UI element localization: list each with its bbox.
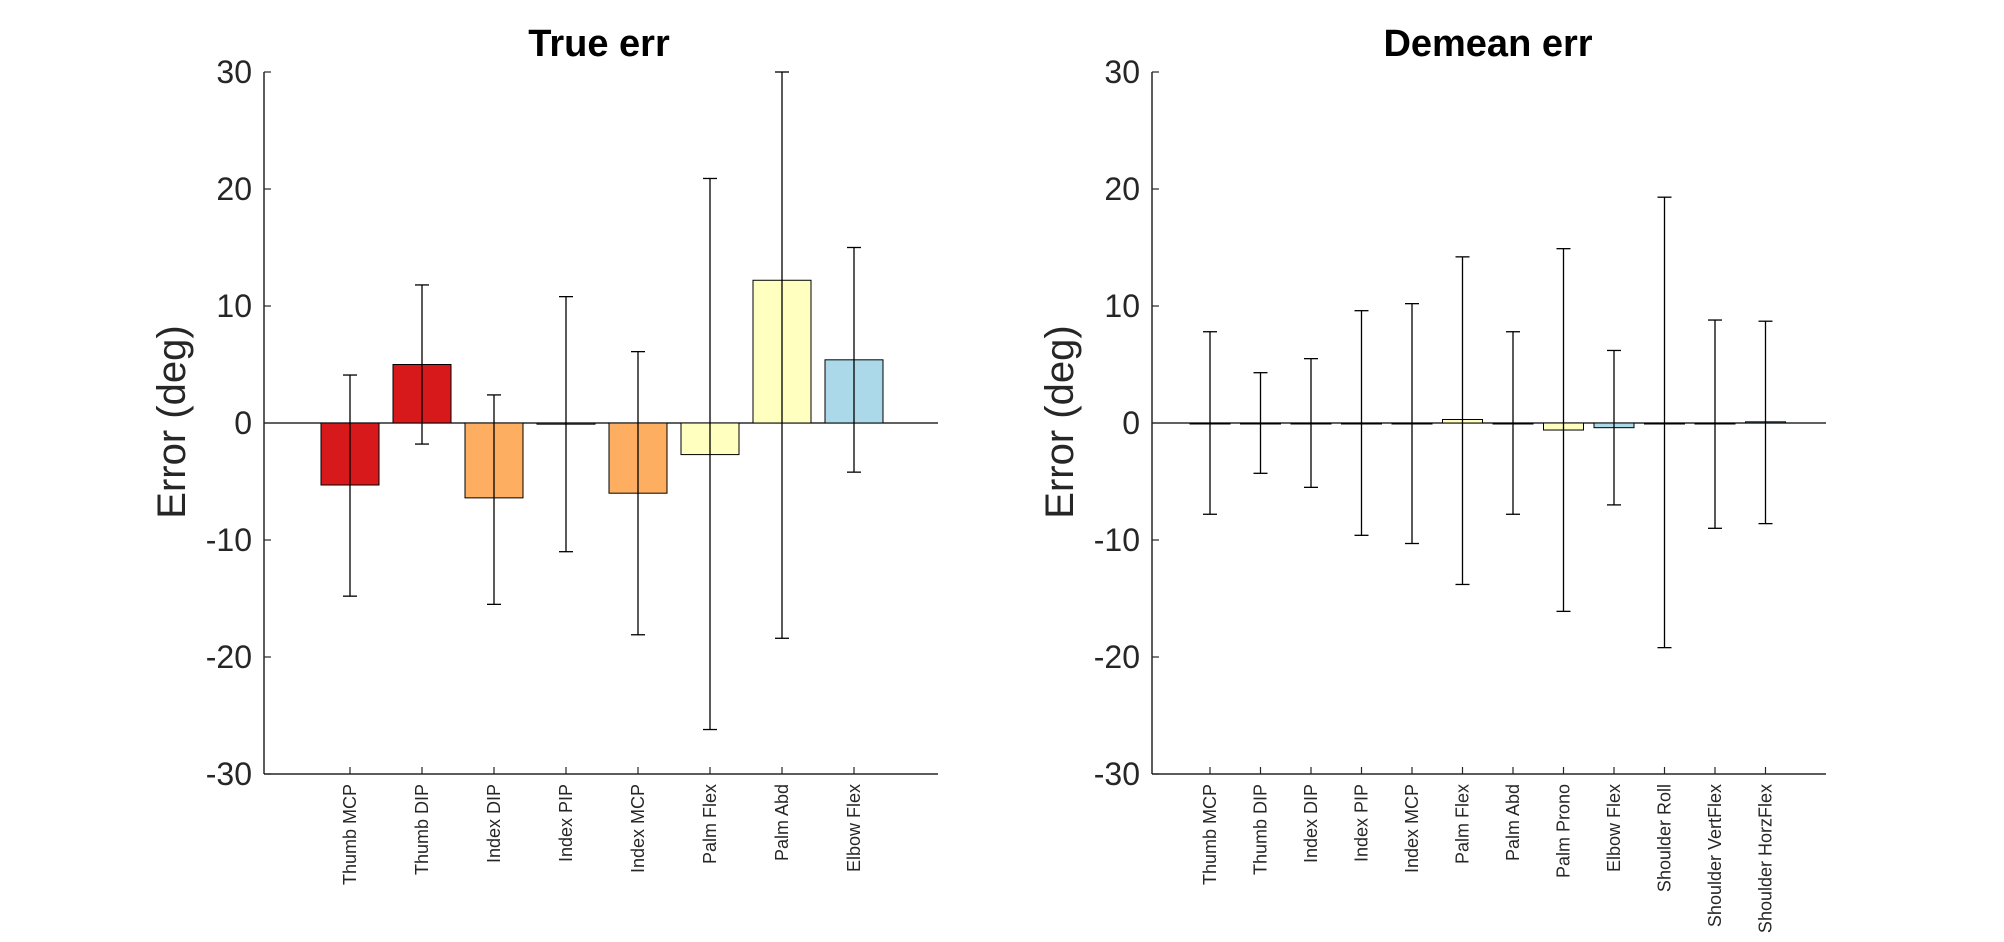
error-bar bbox=[847, 246, 861, 473]
error-bar bbox=[631, 350, 645, 636]
error-bar bbox=[343, 374, 357, 597]
y-tick-label: -30 bbox=[1094, 756, 1140, 792]
y-tick-label: 30 bbox=[216, 54, 252, 90]
y-axis-label: Error (deg) bbox=[1038, 325, 1082, 518]
y-tick-label: 20 bbox=[216, 171, 252, 207]
x-tick-label: Shoulder VertFlex bbox=[1705, 784, 1725, 927]
y-tick-label: -10 bbox=[206, 522, 252, 558]
chart-title: True err bbox=[528, 23, 670, 65]
error-bar bbox=[487, 394, 501, 605]
error-bar bbox=[775, 71, 789, 639]
error-bar bbox=[1758, 320, 1773, 525]
error-bar bbox=[1203, 331, 1217, 515]
error-bar bbox=[1657, 196, 1672, 649]
x-tick-label: Index MCP bbox=[1402, 784, 1422, 873]
error-bar bbox=[1455, 256, 1470, 586]
chart-true-err: True err Error (deg) 30 20 10 0 -10 -20 -30 Thu… bbox=[150, 23, 938, 885]
error-bar bbox=[1253, 372, 1268, 474]
x-tick-label: Elbow Flex bbox=[1604, 784, 1624, 872]
x-tick-label: Thumb DIP bbox=[1251, 784, 1271, 875]
x-tick-label: Shoulder HorzFlex bbox=[1756, 784, 1776, 933]
x-tick-label: Index PIP bbox=[1352, 784, 1372, 862]
x-tick-label: Palm Abd bbox=[772, 784, 792, 861]
y-tick-label: -20 bbox=[206, 639, 252, 675]
chart-title: Demean err bbox=[1383, 23, 1592, 65]
x-tick-label: Elbow Flex bbox=[844, 784, 864, 872]
x-tick-label: Thumb MCP bbox=[1200, 784, 1220, 885]
x-tick-label: Thumb DIP bbox=[412, 784, 432, 875]
y-tick-label: 0 bbox=[1122, 405, 1140, 441]
error-bar bbox=[1506, 331, 1520, 515]
x-tick-label: Palm Abd bbox=[1503, 784, 1523, 861]
x-tick-label: Index PIP bbox=[556, 784, 576, 862]
chart-demean-err: Demean err Error (deg) 30 20 10 0 -10 -20 -30 T… bbox=[1038, 23, 1826, 933]
y-tick-label: 10 bbox=[1104, 288, 1140, 324]
y-axis-label: Error (deg) bbox=[150, 325, 194, 518]
error-bar bbox=[1304, 357, 1318, 489]
error-bar bbox=[703, 177, 717, 731]
error-bar bbox=[1354, 310, 1369, 536]
y-tick-label: 20 bbox=[1104, 171, 1140, 207]
x-tick-label: Palm Flex bbox=[700, 784, 720, 864]
y-tick-label: -10 bbox=[1094, 522, 1140, 558]
x-tick-label: Index DIP bbox=[1301, 784, 1321, 863]
x-tick-label: Palm Prono bbox=[1554, 784, 1574, 878]
x-tick-label: Thumb MCP bbox=[340, 784, 360, 885]
y-tick-label: -30 bbox=[206, 756, 252, 792]
y-tick-label: 10 bbox=[216, 288, 252, 324]
x-tick-label: Index MCP bbox=[628, 784, 648, 873]
x-tick-label: Shoulder Roll bbox=[1655, 784, 1675, 892]
error-bar bbox=[1708, 319, 1722, 529]
error-bar bbox=[415, 284, 429, 445]
x-tick-label: Index DIP bbox=[484, 784, 504, 863]
y-tick-label: 0 bbox=[234, 405, 252, 441]
error-bar bbox=[1607, 349, 1621, 506]
error-bar bbox=[1405, 303, 1419, 545]
y-tick-label: -20 bbox=[1094, 639, 1140, 675]
error-bar bbox=[559, 295, 573, 553]
y-tick-label: 30 bbox=[1104, 54, 1140, 90]
x-tick-label: Palm Flex bbox=[1453, 784, 1473, 864]
error-bar bbox=[1556, 248, 1571, 613]
